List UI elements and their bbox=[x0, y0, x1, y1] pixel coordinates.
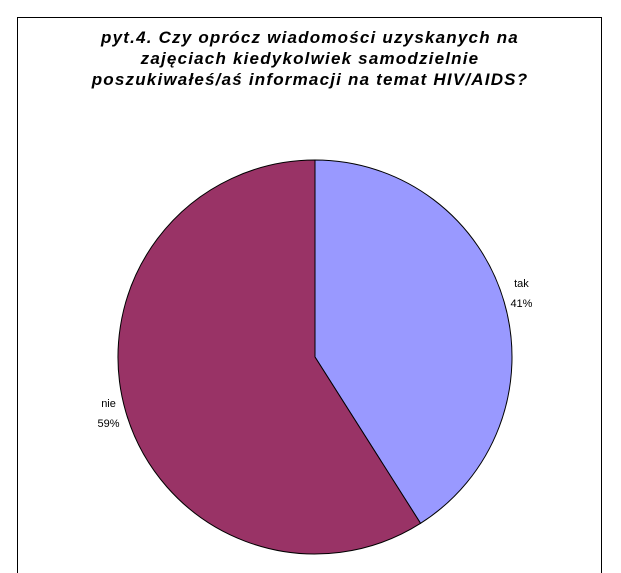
chart-frame bbox=[17, 17, 602, 573]
slice-label: nie bbox=[101, 398, 116, 410]
slice-value-label: 41% bbox=[510, 298, 532, 310]
chart-title: pyt.4. Czy oprócz wiadomości uzyskanych … bbox=[91, 28, 529, 89]
pie-slice bbox=[117, 159, 422, 555]
slice-label: tak bbox=[514, 278, 529, 290]
pie-slice bbox=[314, 159, 513, 525]
slice-value-label: 59% bbox=[98, 418, 120, 430]
